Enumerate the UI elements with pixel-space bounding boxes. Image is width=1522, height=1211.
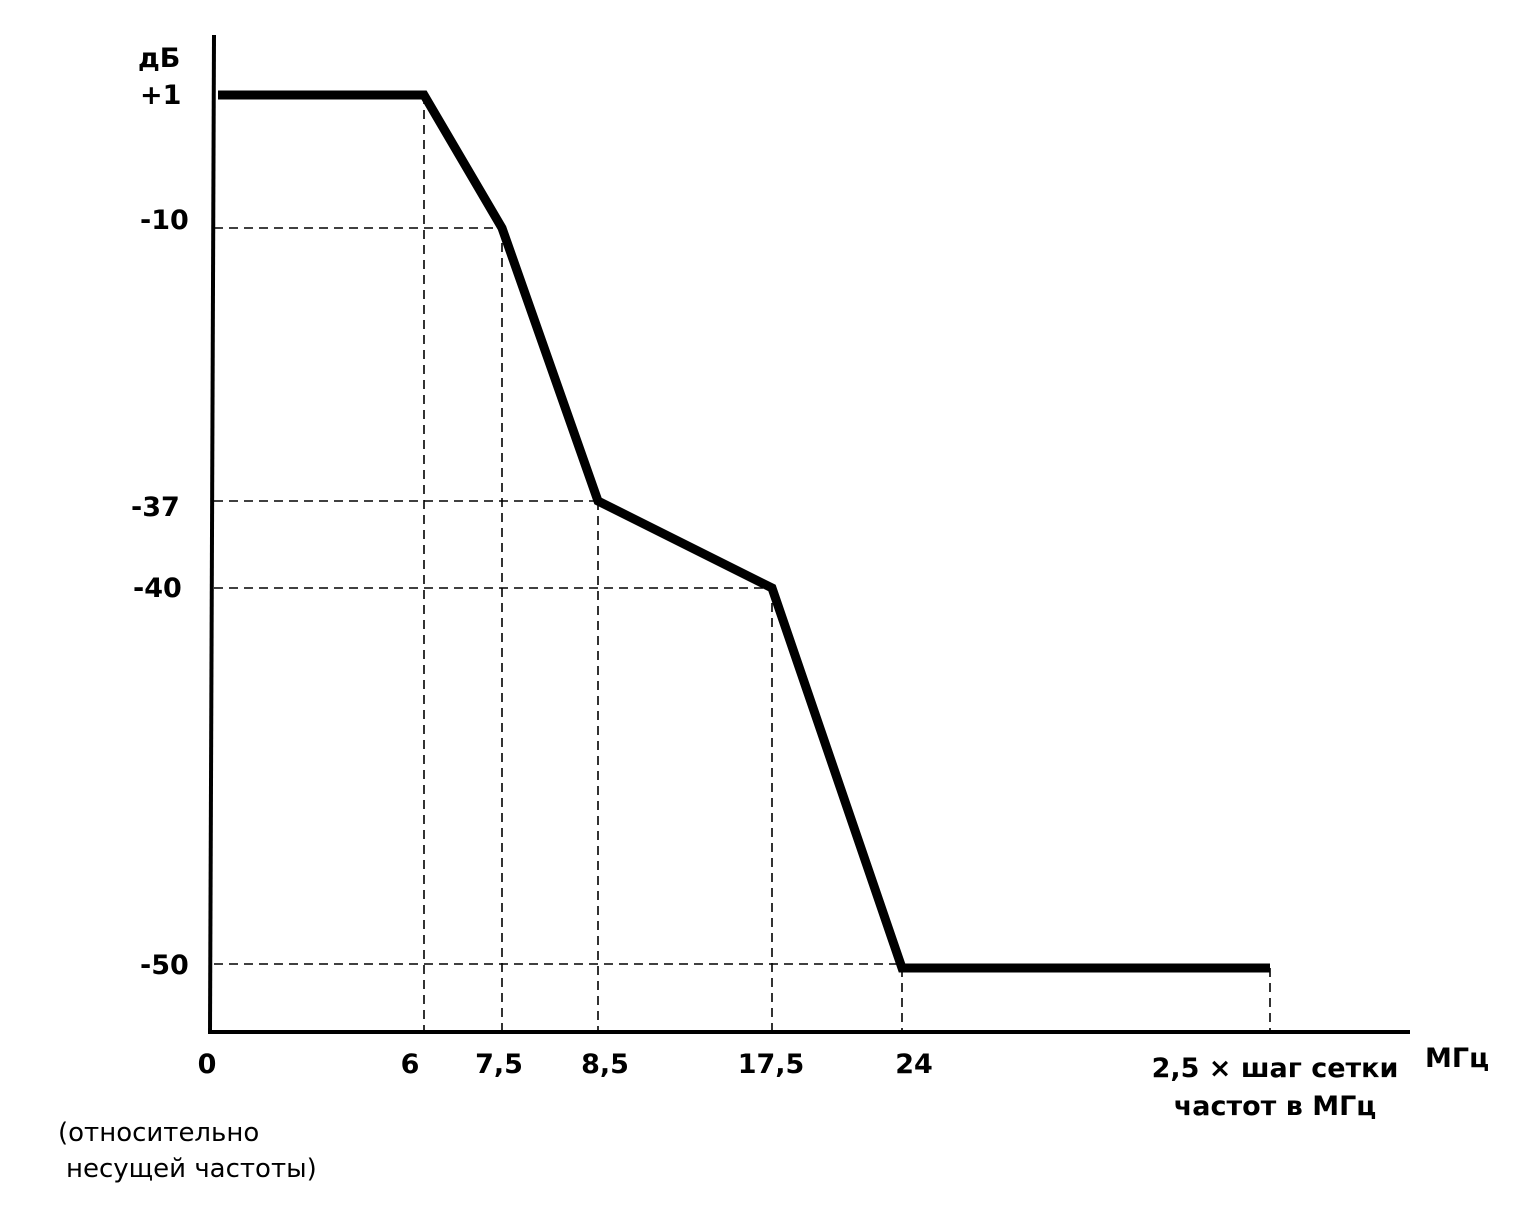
- y-tick-label: -50: [140, 950, 189, 981]
- x-tick-label: 24: [895, 1049, 933, 1080]
- x-tick-label: 6: [401, 1049, 420, 1080]
- x-tick-label: 7,5: [475, 1049, 523, 1080]
- x-note-line1: (относительно: [58, 1118, 259, 1148]
- x-note-line2: несущей частоты): [66, 1154, 317, 1184]
- y-tick-label: -37: [131, 492, 180, 523]
- x-tick-label: 17,5: [738, 1049, 805, 1080]
- y-tick-label: -10: [140, 205, 189, 236]
- y-tick-label: -40: [133, 573, 182, 604]
- series-line-mask: [218, 90, 1270, 973]
- x-tick-label: 0: [198, 1049, 217, 1080]
- x-tick-label: 8,5: [581, 1049, 629, 1080]
- x-tick-last-line1: 2,5 × шаг сетки: [1152, 1053, 1399, 1084]
- guide-lines: [214, 95, 1271, 1032]
- x-tick-last-line2: частот в МГц: [1174, 1091, 1377, 1122]
- y-axis-label: дБ: [138, 43, 180, 74]
- y-axis: [208, 34, 216, 1033]
- y-tick-label: +1: [140, 80, 181, 111]
- x-axis-label: МГц: [1425, 1043, 1489, 1074]
- axes: [208, 34, 1410, 1034]
